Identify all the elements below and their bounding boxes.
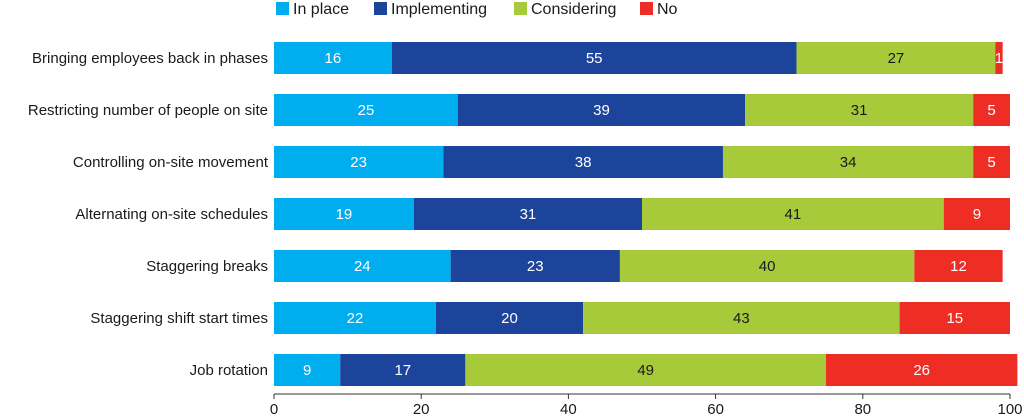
data-label-considering-alternating-on-site-schedules: 41 — [785, 206, 802, 223]
data-label-no-alternating-on-site-schedules: 9 — [973, 206, 981, 223]
bar-considering-staggering-shift-start-times — [583, 302, 900, 334]
data-label-implementing-job-rotation: 17 — [394, 362, 411, 379]
bar-in-place-bringing-employees-back-in-phases — [274, 42, 392, 74]
bar-in-place-controlling-on-site-movement — [274, 146, 444, 178]
bar-considering-bringing-employees-back-in-phases — [796, 42, 996, 74]
legend-label-considering: Considering — [531, 1, 616, 18]
x-tick-label-60: 60 — [707, 401, 724, 416]
data-label-no-bringing-employees-back-in-phases: 1 — [995, 50, 1003, 67]
data-label-no-job-rotation: 26 — [913, 362, 930, 379]
legend-label-in-place: In place — [293, 1, 349, 18]
data-label-in-place-staggering-shift-start-times: 22 — [347, 310, 364, 327]
data-label-implementing-staggering-breaks: 23 — [527, 258, 544, 275]
data-label-implementing-restricting-number-of-people-on-site: 39 — [593, 102, 610, 119]
legend-swatch-no — [640, 2, 653, 15]
data-label-considering-staggering-breaks: 40 — [759, 258, 776, 275]
legend-swatch-considering — [514, 2, 527, 15]
bar-no-staggering-shift-start-times — [899, 302, 1010, 334]
x-tick-label-20: 20 — [413, 401, 430, 416]
data-label-in-place-bringing-employees-back-in-phases: 16 — [325, 50, 342, 67]
bar-considering-restricting-number-of-people-on-site — [745, 94, 974, 126]
data-label-implementing-staggering-shift-start-times: 20 — [501, 310, 518, 327]
bar-considering-job-rotation — [465, 354, 826, 386]
bar-implementing-alternating-on-site-schedules — [413, 198, 642, 230]
data-label-considering-restricting-number-of-people-on-site: 31 — [851, 102, 868, 119]
x-axis: 0 20 40 60 80 100 — [270, 393, 1023, 416]
legend-swatch-implementing — [374, 2, 387, 15]
data-label-in-place-alternating-on-site-schedules: 19 — [336, 206, 353, 223]
bar-no-restricting-number-of-people-on-site — [973, 94, 1010, 126]
category-label-controlling-on-site-movement: Controlling on-site movement — [73, 154, 269, 171]
data-label-in-place-staggering-breaks: 24 — [354, 258, 371, 275]
bar-implementing-job-rotation — [340, 354, 466, 386]
bar-no-job-rotation — [826, 354, 1018, 386]
category-label-staggering-breaks: Staggering breaks — [146, 258, 268, 275]
category-label-staggering-shift-start-times: Staggering shift start times — [90, 310, 268, 327]
data-label-no-controlling-on-site-movement: 5 — [987, 154, 995, 171]
bar-no-bringing-employees-back-in-phases — [995, 42, 1003, 74]
legend-label-implementing: Implementing — [391, 1, 487, 18]
bar-implementing-controlling-on-site-movement — [443, 146, 723, 178]
category-label-alternating-on-site-schedules: Alternating on-site schedules — [75, 206, 268, 223]
data-label-considering-controlling-on-site-movement: 34 — [840, 154, 857, 171]
bar-implementing-staggering-breaks — [450, 250, 620, 282]
legend-swatch-in-place — [276, 2, 289, 15]
bar-no-controlling-on-site-movement — [973, 146, 1010, 178]
bar-no-staggering-breaks — [914, 250, 1003, 282]
category-label-job-rotation: Job rotation — [190, 362, 268, 379]
x-tick-label-40: 40 — [560, 401, 577, 416]
bar-considering-staggering-breaks — [619, 250, 915, 282]
legend: In place Implementing Considering No — [276, 1, 678, 18]
category-label-bringing-employees-back-in-phases: Bringing employees back in phases — [32, 50, 268, 67]
data-label-no-staggering-breaks: 12 — [950, 258, 967, 275]
data-label-considering-bringing-employees-back-in-phases: 27 — [888, 50, 905, 67]
bar-implementing-staggering-shift-start-times — [435, 302, 584, 334]
data-label-in-place-job-rotation: 9 — [303, 362, 311, 379]
data-label-in-place-controlling-on-site-movement: 23 — [350, 154, 367, 171]
bar-in-place-staggering-shift-start-times — [274, 302, 436, 334]
bar-in-place-staggering-breaks — [274, 250, 451, 282]
category-labels: Bringing employees back in phases Restric… — [28, 50, 269, 379]
data-label-implementing-alternating-on-site-schedules: 31 — [520, 206, 537, 223]
bar-in-place-job-rotation — [274, 354, 341, 386]
bar-no-alternating-on-site-schedules — [943, 198, 1010, 230]
bar-implementing-bringing-employees-back-in-phases — [391, 42, 797, 74]
bar-in-place-restricting-number-of-people-on-site — [274, 94, 458, 126]
bar-implementing-restricting-number-of-people-on-site — [458, 94, 746, 126]
data-label-considering-staggering-shift-start-times: 43 — [733, 310, 750, 327]
bar-in-place-alternating-on-site-schedules — [274, 198, 414, 230]
plot-area: 16 55 27 1 25 39 31 5 23 38 34 5 19 31 41 9 24 23 40 12 22 20… — [274, 42, 1018, 386]
bar-considering-alternating-on-site-schedules — [642, 198, 944, 230]
x-tick-label-100: 100 — [997, 401, 1022, 416]
data-label-no-restricting-number-of-people-on-site: 5 — [987, 102, 995, 119]
x-tick-label-0: 0 — [270, 401, 278, 416]
x-tick-label-80: 80 — [854, 401, 871, 416]
legend-label-no: No — [657, 1, 678, 18]
data-label-considering-job-rotation: 49 — [637, 362, 654, 379]
category-label-restricting-number-of-people-on-site: Restricting number of people on site — [28, 102, 268, 119]
data-label-no-staggering-shift-start-times: 15 — [946, 310, 963, 327]
bar-considering-controlling-on-site-movement — [722, 146, 974, 178]
data-label-implementing-controlling-on-site-movement: 38 — [575, 154, 592, 171]
data-label-implementing-bringing-employees-back-in-phases: 55 — [586, 50, 603, 67]
data-label-in-place-restricting-number-of-people-on-site: 25 — [358, 102, 375, 119]
